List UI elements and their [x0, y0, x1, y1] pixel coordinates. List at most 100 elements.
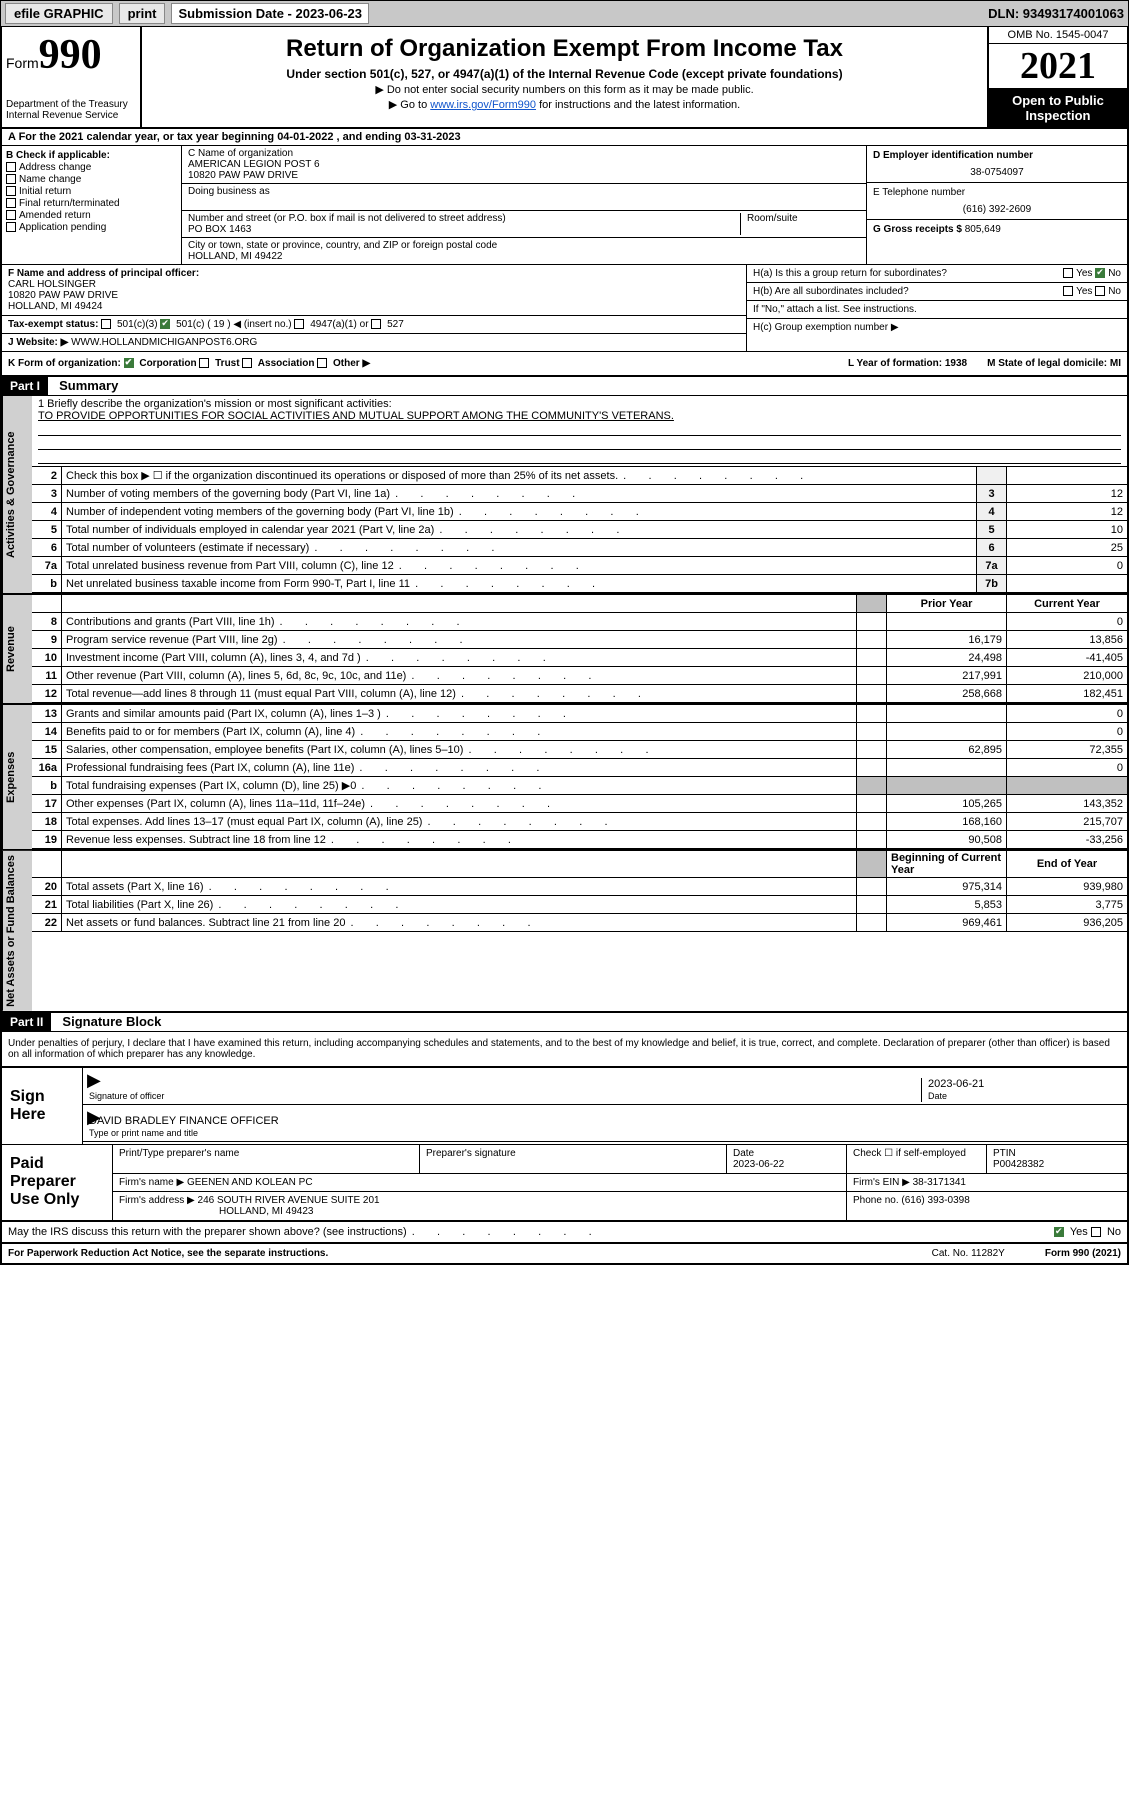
line-16a: 16a Professional fundraising fees (Part … — [32, 759, 1127, 777]
org-address: PO BOX 1463 — [188, 224, 740, 235]
gross-receipts: 805,649 — [965, 224, 1001, 235]
chk-501c3[interactable] — [101, 319, 111, 329]
line-20: 20 Total assets (Part X, line 16) 975,31… — [32, 878, 1127, 896]
chk-app-pending[interactable]: Application pending — [6, 222, 177, 233]
goto-note: ▶ Go to www.irs.gov/Form990 for instruct… — [152, 98, 977, 111]
chk-trust[interactable] — [199, 358, 209, 368]
chk-discuss-no[interactable] — [1091, 1227, 1101, 1237]
chk-other[interactable] — [317, 358, 327, 368]
chk-name-change[interactable]: Name change — [6, 174, 177, 185]
website: WWW.HOLLANDMICHIGANPOST6.ORG — [71, 337, 257, 348]
ein: 38-0754097 — [873, 167, 1121, 178]
discuss-row: May the IRS discuss this return with the… — [2, 1222, 1127, 1244]
efile-btn[interactable]: efile GRAPHIC — [5, 3, 113, 24]
row-ha: H(a) Is this a group return for subordin… — [747, 265, 1127, 283]
line-12: 12 Total revenue—add lines 8 through 11 … — [32, 685, 1127, 703]
line-8: 8 Contributions and grants (Part VIII, l… — [32, 613, 1127, 631]
cat-no: Cat. No. 11282Y — [932, 1248, 1005, 1259]
row-f-officer: F Name and address of principal officer:… — [2, 265, 746, 316]
firm-ein: 38-3171341 — [913, 1177, 966, 1188]
line-15: 15 Salaries, other compensation, employe… — [32, 741, 1127, 759]
mission-text: TO PROVIDE OPPORTUNITIES FOR SOCIAL ACTI… — [38, 410, 1121, 422]
row-a-taxyear: A For the 2021 calendar year, or tax yea… — [2, 129, 1127, 146]
line-4: 4 Number of independent voting members o… — [32, 503, 1127, 521]
form-number: 990 — [39, 32, 102, 78]
line-22: 22 Net assets or fund balances. Subtract… — [32, 914, 1127, 932]
col-c-org: C Name of organization AMERICAN LEGION P… — [182, 146, 867, 264]
section-governance: Activities & Governance 1 Briefly descri… — [2, 396, 1127, 595]
line-14: 14 Benefits paid to or for members (Part… — [32, 723, 1127, 741]
chk-assoc[interactable] — [242, 358, 252, 368]
irs-label: Internal Revenue Service — [6, 110, 136, 121]
form-ref: Form 990 (2021) — [1045, 1248, 1121, 1259]
line-2: 2 Check this box ▶ ☐ if the organization… — [32, 467, 1127, 485]
line-6: 6 Total number of volunteers (estimate i… — [32, 539, 1127, 557]
dln: DLN: 93493174001063 — [988, 6, 1124, 21]
section-f-h: F Name and address of principal officer:… — [2, 265, 1127, 352]
telephone: (616) 392-2609 — [873, 204, 1121, 215]
line-b: b Total fundraising expenses (Part IX, c… — [32, 777, 1127, 795]
line-13: 13 Grants and similar amounts paid (Part… — [32, 705, 1127, 723]
org-city: HOLLAND, MI 49422 — [188, 251, 860, 262]
line-10: 10 Investment income (Part VIII, column … — [32, 649, 1127, 667]
section-netassets: Net Assets or Fund Balances Beginning of… — [2, 851, 1127, 1013]
line-11: 11 Other revenue (Part VIII, column (A),… — [32, 667, 1127, 685]
sign-here-block: Sign Here ▶Signature of officer 2023-06-… — [2, 1067, 1127, 1144]
line-19: 19 Revenue less expenses. Subtract line … — [32, 831, 1127, 849]
form-title: Return of Organization Exempt From Incom… — [152, 35, 977, 63]
paid-preparer-block: Paid Preparer Use Only Print/Type prepar… — [2, 1144, 1127, 1222]
row-k-l-m: K Form of organization: Corporation Trus… — [2, 352, 1127, 377]
line-5: 5 Total number of individuals employed i… — [32, 521, 1127, 539]
line-17: 17 Other expenses (Part IX, column (A), … — [32, 795, 1127, 813]
revenue-header: Prior Year Current Year — [32, 595, 1127, 613]
section-expenses: Expenses 13 Grants and similar amounts p… — [2, 705, 1127, 851]
submission-date: Submission Date - 2023-06-23 — [171, 3, 369, 24]
chk-corp[interactable] — [124, 358, 134, 368]
line-21: 21 Total liabilities (Part X, line 26) 5… — [32, 896, 1127, 914]
form-header: Form990 Department of the Treasury Inter… — [2, 27, 1127, 129]
netassets-header: Beginning of Current Year End of Year — [32, 851, 1127, 878]
chk-501c[interactable] — [160, 319, 170, 329]
year-formation: L Year of formation: 1938 — [848, 358, 967, 369]
org-name: AMERICAN LEGION POST 6 — [188, 159, 860, 170]
line-7a: 7a Total unrelated business revenue from… — [32, 557, 1127, 575]
part2-header: Part II Signature Block — [2, 1013, 1127, 1032]
tax-year: 2021 — [989, 44, 1127, 89]
footer: For Paperwork Reduction Act Notice, see … — [2, 1244, 1127, 1263]
row-hc: H(c) Group exemption number ▶ — [747, 319, 1127, 336]
firm-name: GEENEN AND KOLEAN PC — [187, 1177, 313, 1188]
ptin: P00428382 — [993, 1159, 1044, 1170]
omb-number: OMB No. 1545-0047 — [989, 27, 1127, 44]
top-toolbar: efile GRAPHIC print Submission Date - 20… — [0, 0, 1129, 27]
sig-date: 2023-06-21 — [928, 1078, 984, 1090]
section-bcde: B Check if applicable: Address change Na… — [2, 146, 1127, 265]
row-hb: H(b) Are all subordinates included? Yes … — [747, 283, 1127, 301]
col-d-e-g: D Employer identification number 38-0754… — [867, 146, 1127, 264]
form-subtitle: Under section 501(c), 527, or 4947(a)(1)… — [152, 67, 977, 81]
prep-date: 2023-06-22 — [733, 1159, 784, 1170]
officer-name: DAVID BRADLEY FINANCE OFFICER — [89, 1115, 279, 1127]
chk-initial-return[interactable]: Initial return — [6, 186, 177, 197]
chk-address-change[interactable]: Address change — [6, 162, 177, 173]
line-9: 9 Program service revenue (Part VIII, li… — [32, 631, 1127, 649]
line-3: 3 Number of voting members of the govern… — [32, 485, 1127, 503]
col-b-checkboxes: B Check if applicable: Address change Na… — [2, 146, 182, 264]
line-b: b Net unrelated business taxable income … — [32, 575, 1127, 593]
chk-final-return[interactable]: Final return/terminated — [6, 198, 177, 209]
mission-block: 1 Briefly describe the organization's mi… — [32, 396, 1127, 467]
form-word: Form — [6, 55, 39, 71]
open-to-public: Open to PublicInspection — [989, 89, 1127, 127]
firm-phone: (616) 393-0398 — [901, 1195, 969, 1206]
chk-discuss-yes[interactable] — [1054, 1227, 1064, 1237]
dept-treasury: Department of the Treasury — [6, 99, 136, 110]
row-hb-note: If "No," attach a list. See instructions… — [747, 301, 1127, 319]
chk-amended[interactable]: Amended return — [6, 210, 177, 221]
chk-527[interactable] — [371, 319, 381, 329]
print-btn[interactable]: print — [119, 3, 166, 24]
irs-link[interactable]: www.irs.gov/Form990 — [430, 99, 536, 111]
line-18: 18 Total expenses. Add lines 13–17 (must… — [32, 813, 1127, 831]
row-j-website: J Website: ▶ WWW.HOLLANDMICHIGANPOST6.OR… — [2, 334, 746, 351]
section-revenue: Revenue Prior Year Current Year 8 Contri… — [2, 595, 1127, 705]
chk-4947[interactable] — [294, 319, 304, 329]
form-990: Form990 Department of the Treasury Inter… — [0, 27, 1129, 1265]
